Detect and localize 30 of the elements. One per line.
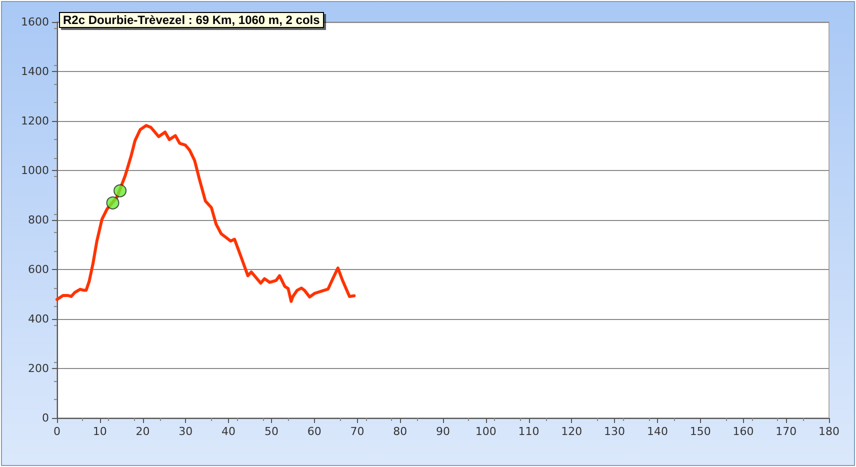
y-tick-label: 1000 <box>21 164 49 177</box>
x-tick-label: 180 <box>818 425 840 438</box>
y-tick-label: 1400 <box>21 65 49 78</box>
x-tick-label: 10 <box>92 425 107 438</box>
y-tick-label: 200 <box>28 362 49 375</box>
x-tick-label: 30 <box>178 425 193 438</box>
line-series <box>56 124 356 303</box>
x-tick-label: 120 <box>561 425 582 438</box>
x-tick-label: 110 <box>518 425 540 438</box>
x-tick-label: 140 <box>646 425 668 438</box>
x-tick-label: 170 <box>776 425 797 438</box>
y-tick-label: 1200 <box>21 114 49 128</box>
x-tick-label: 40 <box>222 425 236 438</box>
y-tick-label: 600 <box>28 263 49 276</box>
y-tick-label: 400 <box>28 312 49 326</box>
x-tick-label: 80 <box>393 425 408 438</box>
y-tick-label: 0 <box>42 412 49 424</box>
y-tick-label: 1600 <box>21 16 49 28</box>
chart-title: R2c Dourbie-Trèvezel : 69 Km, 1060 m, 2 cols <box>63 13 320 27</box>
x-tick-label: 60 <box>307 425 322 438</box>
x-tick-label: 20 <box>136 425 150 438</box>
x-tick-label: 90 <box>436 425 450 438</box>
x-tick-label: 50 <box>264 425 278 438</box>
y-tick-label: 800 <box>28 214 49 226</box>
x-tick-label: 100 <box>475 425 496 438</box>
x-tick-label: 150 <box>690 425 711 438</box>
x-tick-label: 160 <box>732 425 754 438</box>
x-tick-label: 130 <box>604 425 626 438</box>
x-tick-label: 0 <box>54 425 60 438</box>
x-tick-label: 70 <box>350 425 364 438</box>
